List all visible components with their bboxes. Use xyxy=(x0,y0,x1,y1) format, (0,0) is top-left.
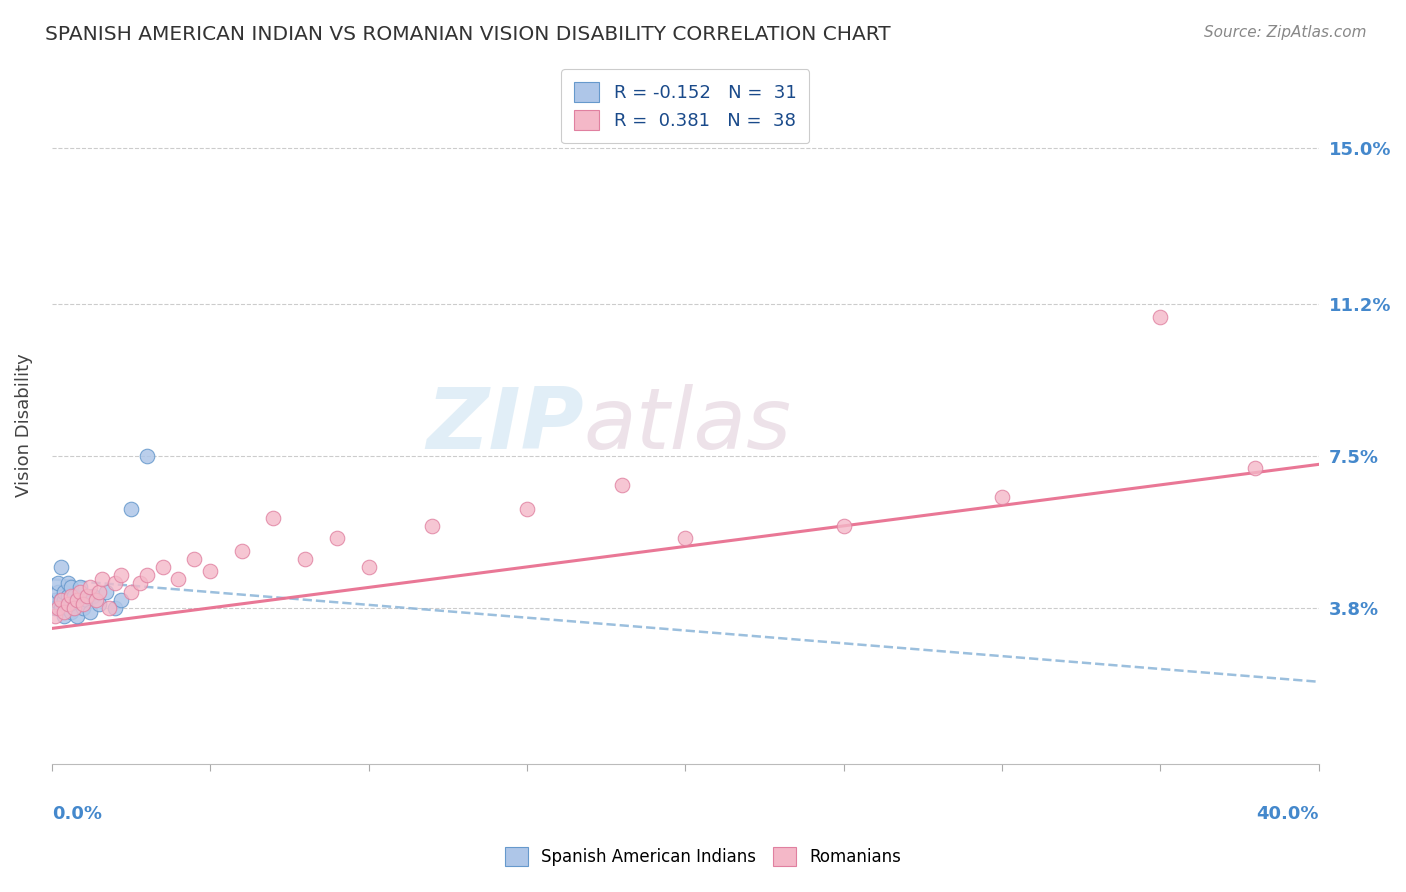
Point xyxy=(516,502,538,516)
Point xyxy=(51,592,73,607)
Point xyxy=(51,601,73,615)
Point xyxy=(53,584,76,599)
Point xyxy=(94,584,117,599)
Point xyxy=(63,601,86,615)
Point xyxy=(152,560,174,574)
Point xyxy=(82,589,104,603)
Point xyxy=(89,584,111,599)
Text: atlas: atlas xyxy=(583,384,792,467)
Legend: Spanish American Indians, Romanians: Spanish American Indians, Romanians xyxy=(496,838,910,875)
Point xyxy=(51,560,73,574)
Point xyxy=(135,449,157,463)
Text: Source: ZipAtlas.com: Source: ZipAtlas.com xyxy=(1204,25,1367,40)
Point xyxy=(53,592,76,607)
Point xyxy=(79,605,101,619)
Point xyxy=(120,502,142,516)
Point xyxy=(991,490,1014,504)
Point xyxy=(1244,461,1267,475)
Point xyxy=(110,568,132,582)
Point xyxy=(91,572,114,586)
Point xyxy=(357,560,380,574)
Point xyxy=(63,601,86,615)
Point xyxy=(59,581,82,595)
Point xyxy=(56,601,79,615)
Legend: R = -0.152   N =  31, R =  0.381   N =  38: R = -0.152 N = 31, R = 0.381 N = 38 xyxy=(561,69,808,143)
Point xyxy=(84,592,107,607)
Point xyxy=(79,581,101,595)
Point xyxy=(231,543,253,558)
Point xyxy=(76,589,98,603)
Point xyxy=(183,551,205,566)
Point xyxy=(56,589,79,603)
Point xyxy=(51,592,73,607)
Point xyxy=(104,576,127,591)
Point xyxy=(66,609,89,624)
Point xyxy=(44,609,66,624)
Point xyxy=(198,564,221,578)
Point xyxy=(44,601,66,615)
Y-axis label: Vision Disability: Vision Disability xyxy=(15,353,32,497)
Point xyxy=(56,597,79,611)
Point xyxy=(420,519,443,533)
Point xyxy=(89,597,111,611)
Point xyxy=(44,592,66,607)
Point xyxy=(263,510,285,524)
Point xyxy=(110,592,132,607)
Point xyxy=(673,531,696,545)
Point xyxy=(1149,310,1171,324)
Point xyxy=(46,584,69,599)
Text: SPANISH AMERICAN INDIAN VS ROMANIAN VISION DISABILITY CORRELATION CHART: SPANISH AMERICAN INDIAN VS ROMANIAN VISI… xyxy=(45,25,890,44)
Point xyxy=(46,576,69,591)
Point xyxy=(53,609,76,624)
Point xyxy=(59,597,82,611)
Point xyxy=(56,576,79,591)
Point xyxy=(97,601,120,615)
Point xyxy=(129,576,152,591)
Point xyxy=(66,592,89,607)
Text: 0.0%: 0.0% xyxy=(52,805,101,823)
Text: ZIP: ZIP xyxy=(426,384,583,467)
Point xyxy=(69,581,91,595)
Point xyxy=(59,605,82,619)
Point xyxy=(72,597,94,611)
Point xyxy=(610,478,633,492)
Point xyxy=(167,572,190,586)
Point xyxy=(72,601,94,615)
Point xyxy=(59,589,82,603)
Point xyxy=(76,592,98,607)
Point xyxy=(66,592,89,607)
Point xyxy=(294,551,316,566)
Point xyxy=(69,584,91,599)
Point xyxy=(46,601,69,615)
Point xyxy=(326,531,349,545)
Text: 40.0%: 40.0% xyxy=(1257,805,1319,823)
Point xyxy=(104,601,127,615)
Point xyxy=(120,584,142,599)
Point xyxy=(63,589,86,603)
Point xyxy=(832,519,855,533)
Point xyxy=(135,568,157,582)
Point xyxy=(53,605,76,619)
